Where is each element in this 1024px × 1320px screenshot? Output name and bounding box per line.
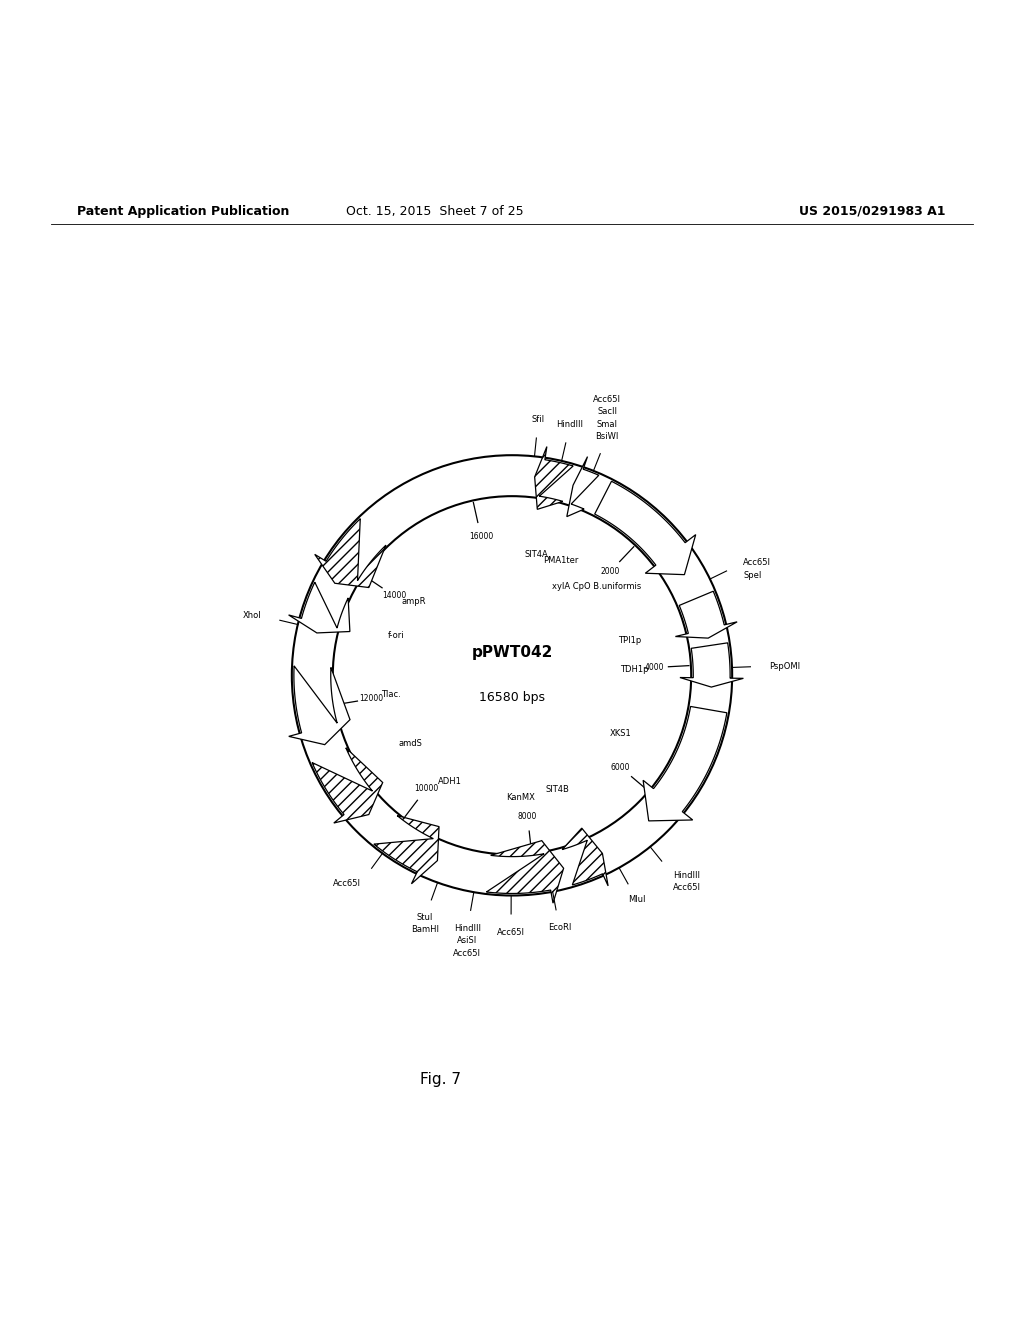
Text: Acc65I: Acc65I bbox=[454, 949, 481, 957]
Text: HindIII: HindIII bbox=[454, 924, 481, 933]
Text: US 2015/0291983 A1: US 2015/0291983 A1 bbox=[799, 205, 945, 218]
Text: f-ori: f-ori bbox=[387, 631, 404, 640]
Text: XhoI: XhoI bbox=[243, 611, 262, 620]
Text: pPWT042: pPWT042 bbox=[471, 645, 553, 660]
Text: Acc65I: Acc65I bbox=[674, 883, 701, 892]
Text: amdS: amdS bbox=[398, 739, 422, 748]
Text: 2000: 2000 bbox=[600, 568, 620, 577]
Polygon shape bbox=[314, 519, 386, 587]
Text: Oct. 15, 2015  Sheet 7 of 25: Oct. 15, 2015 Sheet 7 of 25 bbox=[346, 205, 524, 218]
Polygon shape bbox=[562, 828, 608, 886]
Text: Acc65I: Acc65I bbox=[333, 879, 360, 887]
Polygon shape bbox=[643, 706, 727, 821]
Text: TDH1p: TDH1p bbox=[621, 665, 649, 675]
Text: 8000: 8000 bbox=[518, 812, 538, 821]
Text: ADH1: ADH1 bbox=[437, 776, 462, 785]
Text: SmaI: SmaI bbox=[597, 420, 617, 429]
Text: PspOMI: PspOMI bbox=[769, 661, 800, 671]
Polygon shape bbox=[312, 748, 383, 824]
Polygon shape bbox=[680, 643, 743, 688]
Text: BsiWI: BsiWI bbox=[595, 432, 618, 441]
Text: 12000: 12000 bbox=[359, 694, 384, 704]
Polygon shape bbox=[595, 482, 695, 574]
Text: 14000: 14000 bbox=[382, 591, 407, 601]
Text: 6000: 6000 bbox=[611, 763, 631, 772]
Text: HindIII: HindIII bbox=[674, 871, 700, 880]
Text: XKS1: XKS1 bbox=[609, 729, 631, 738]
Text: KanMX: KanMX bbox=[507, 793, 536, 803]
Text: 16000: 16000 bbox=[469, 532, 494, 541]
Text: SpeI: SpeI bbox=[743, 570, 762, 579]
Text: xylA CpO B.uniformis: xylA CpO B.uniformis bbox=[552, 582, 641, 590]
Text: SIT4A: SIT4A bbox=[524, 550, 548, 560]
Text: 4000: 4000 bbox=[644, 663, 664, 672]
Polygon shape bbox=[676, 591, 737, 638]
Polygon shape bbox=[374, 816, 439, 884]
Text: Fig. 7: Fig. 7 bbox=[420, 1072, 461, 1088]
Polygon shape bbox=[486, 841, 563, 903]
Text: SfiI: SfiI bbox=[531, 416, 545, 424]
Polygon shape bbox=[535, 446, 573, 510]
Text: 16580 bps: 16580 bps bbox=[479, 692, 545, 705]
Text: HindIII: HindIII bbox=[556, 421, 584, 429]
Text: AsiSI: AsiSI bbox=[458, 936, 477, 945]
Polygon shape bbox=[289, 665, 350, 744]
Text: Patent Application Publication: Patent Application Publication bbox=[77, 205, 289, 218]
Text: StuI: StuI bbox=[417, 912, 433, 921]
Text: ampR: ampR bbox=[401, 598, 426, 606]
Text: SacII: SacII bbox=[597, 408, 617, 417]
Text: Tlac.: Tlac. bbox=[381, 690, 400, 698]
Text: Acc65I: Acc65I bbox=[743, 558, 771, 568]
Text: TPI1p: TPI1p bbox=[618, 635, 641, 644]
Text: 10000: 10000 bbox=[414, 784, 438, 793]
Text: PMA1ter: PMA1ter bbox=[543, 556, 579, 565]
Text: Acc65I: Acc65I bbox=[497, 928, 525, 937]
Text: Acc65I: Acc65I bbox=[593, 395, 622, 404]
Text: BamHI: BamHI bbox=[411, 925, 439, 935]
Text: MluI: MluI bbox=[629, 895, 646, 904]
Text: EcoRI: EcoRI bbox=[548, 924, 571, 932]
Polygon shape bbox=[289, 582, 350, 632]
Polygon shape bbox=[567, 457, 599, 516]
Text: SIT4B: SIT4B bbox=[545, 785, 569, 795]
